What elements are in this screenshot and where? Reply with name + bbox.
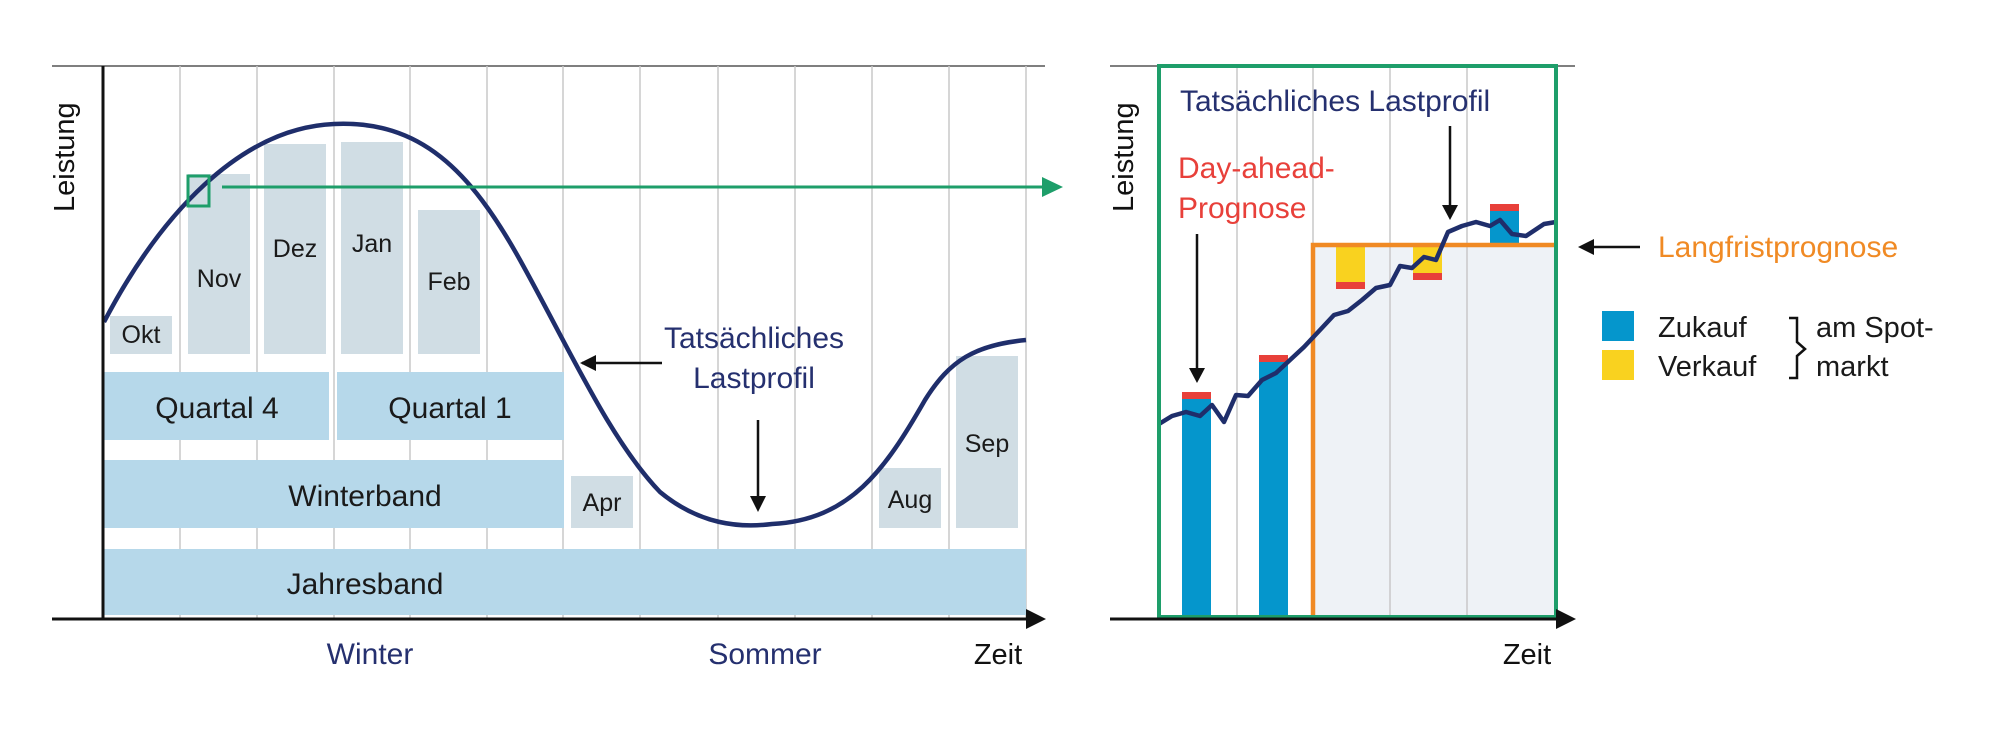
langfrist-outline — [1310, 242, 1556, 617]
quartal1-block — [337, 372, 564, 440]
month-aug-block — [879, 468, 941, 528]
month-feb-block — [418, 210, 480, 354]
left-curve-label-arrowhead-h — [580, 355, 596, 371]
zukauf-bar-1-cap — [1182, 392, 1211, 399]
zukauf-bar-1 — [1182, 395, 1211, 617]
winterband-label: Winterband — [288, 480, 441, 513]
quartal4-label: Quartal 4 — [155, 392, 278, 425]
month-dez-block — [264, 144, 326, 354]
zoom-marker — [186, 174, 211, 208]
zukauf-bar-3-cap — [1490, 204, 1519, 211]
zoom-frame — [1157, 64, 1558, 619]
month-nov-block — [188, 174, 250, 354]
month-feb-label: Feb — [427, 268, 470, 296]
season-winter-label: Winter — [327, 638, 414, 671]
right-y-axis-label: Leistung — [1108, 102, 1140, 212]
left-y-axis-label: Leistung — [49, 102, 81, 212]
winterband-block — [104, 460, 564, 528]
month-nov-label: Nov — [197, 265, 242, 293]
dayahead-arrowhead — [1189, 368, 1205, 383]
left-curve-label-arrowhead-v — [750, 496, 766, 512]
legend-zukauf-swatch — [1602, 311, 1634, 341]
right-load-curve — [1157, 217, 1557, 426]
month-jan-label: Jan — [352, 230, 392, 258]
verkauf-bar-2-cap — [1413, 273, 1442, 280]
left-panel: Jahresband Winterband Quartal 4 Quartal … — [49, 65, 1063, 671]
right-panel: Leistung Zeit Tatsächliches Lastprofil D… — [1108, 64, 1934, 671]
legend-brace — [1789, 316, 1807, 380]
dayahead-label-line1: Day-ahead- — [1178, 152, 1335, 185]
month-apr-label: Apr — [583, 489, 622, 517]
legend-verkauf-label: Verkauf — [1658, 351, 1757, 383]
month-sep-block — [956, 356, 1018, 528]
verkauf-bar-1-cap — [1336, 282, 1365, 289]
month-okt-block — [110, 316, 172, 354]
month-okt-label: Okt — [122, 321, 161, 349]
left-curve-label-line1: Tatsächliches — [664, 322, 844, 355]
right-title-arrowhead — [1442, 205, 1458, 220]
right-x-axis-arrowhead — [1556, 609, 1576, 629]
left-x-axis-label: Zeit — [974, 639, 1022, 671]
langfrist-label: Langfristprognose — [1658, 231, 1898, 264]
month-dez-label: Dez — [273, 235, 317, 263]
season-sommer-label: Sommer — [708, 638, 821, 671]
langfrist-arrowhead — [1578, 239, 1594, 255]
verkauf-bar-1 — [1336, 247, 1365, 282]
left-grid — [179, 66, 1027, 620]
legend-spot-line2: markt — [1816, 351, 1889, 383]
zukauf-bar-2-cap — [1259, 355, 1288, 362]
legend-spot-line1: am Spot- — [1816, 312, 1934, 344]
legend-verkauf-swatch — [1602, 350, 1634, 380]
quartal1-label: Quartal 1 — [388, 392, 511, 425]
left-load-curve — [102, 121, 1027, 528]
legend: Zukauf Verkauf am Spot- markt — [1602, 311, 1934, 383]
right-title: Tatsächliches Lastprofil — [1180, 85, 1490, 118]
left-x-axis-arrowhead — [1026, 609, 1046, 629]
right-x-axis-label: Zeit — [1503, 639, 1551, 671]
month-jan-block — [341, 142, 403, 354]
left-curve-label-line2: Lastprofil — [693, 362, 815, 395]
month-apr-block — [571, 476, 633, 528]
dayahead-label-line2: Prognose — [1178, 192, 1306, 225]
zukauf-bar-2 — [1259, 358, 1288, 617]
jahresband-block — [104, 549, 1026, 615]
jahresband-label: Jahresband — [287, 568, 444, 601]
month-sep-label: Sep — [965, 430, 1009, 458]
langfrist-area — [1313, 245, 1556, 617]
legend-zukauf-label: Zukauf — [1658, 312, 1748, 344]
zoom-arrow-head — [1042, 177, 1063, 197]
month-aug-label: Aug — [888, 486, 932, 514]
quartal4-block — [104, 372, 329, 440]
